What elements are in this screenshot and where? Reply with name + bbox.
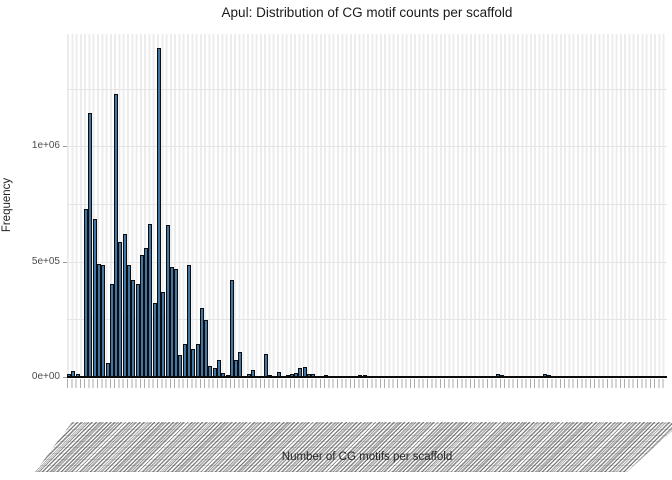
x-axis-title: Number of CG motifs per scaffold [281, 451, 453, 463]
bar [84, 209, 89, 377]
bar [199, 308, 204, 377]
bar [71, 370, 76, 377]
bar [135, 283, 140, 377]
bar [114, 94, 119, 377]
y-tick-mark [63, 377, 67, 378]
bar [212, 367, 217, 377]
bar [169, 267, 174, 377]
bar [264, 353, 269, 377]
bar [97, 264, 101, 377]
bar [187, 265, 191, 377]
bar [182, 343, 187, 377]
bar [294, 372, 299, 377]
bars-container [67, 34, 667, 378]
bar [195, 343, 200, 377]
y-tick-label-5e05: 5e+05 [31, 256, 60, 267]
bar [302, 367, 307, 377]
bar [307, 373, 311, 377]
x-axis-labels-overlapping-band [35, 422, 672, 472]
bar [165, 225, 170, 377]
y-axis-label: Frequency [1, 177, 13, 233]
bar [118, 242, 123, 377]
bar [144, 248, 149, 377]
bar [174, 268, 179, 377]
bar [101, 265, 106, 377]
bar [204, 320, 209, 377]
bar [221, 372, 226, 377]
bar [122, 234, 127, 377]
bar [277, 371, 281, 377]
bar [157, 48, 161, 377]
bar [109, 283, 114, 377]
bar [67, 373, 71, 377]
bar [92, 219, 97, 377]
bar [105, 363, 110, 377]
bar [311, 373, 316, 377]
plot-panel [67, 34, 667, 378]
chart-title: Apul: Distribution of CG motif counts pe… [221, 5, 513, 20]
x-axis-tick-marks [67, 379, 667, 388]
bar [234, 359, 239, 377]
bar [178, 355, 183, 377]
bar [131, 280, 136, 377]
bar [191, 348, 196, 377]
bar [152, 303, 157, 377]
bar [289, 373, 294, 377]
y-tick-label-0e00: 0e+00 [31, 371, 60, 382]
bar [161, 291, 166, 377]
bar [208, 365, 213, 377]
bar [238, 351, 243, 377]
bar [139, 255, 144, 377]
bar [251, 370, 256, 377]
bar [127, 265, 131, 377]
bar [298, 367, 303, 377]
bar [88, 112, 93, 377]
bar [148, 224, 153, 377]
bar [217, 360, 221, 377]
y-tick-mark [63, 262, 67, 263]
y-tick-label-1e06: 1e+06 [31, 140, 60, 151]
x-axis-baseline [67, 375, 667, 378]
y-tick-mark [63, 146, 67, 147]
bar [229, 280, 234, 377]
bar [247, 373, 251, 377]
